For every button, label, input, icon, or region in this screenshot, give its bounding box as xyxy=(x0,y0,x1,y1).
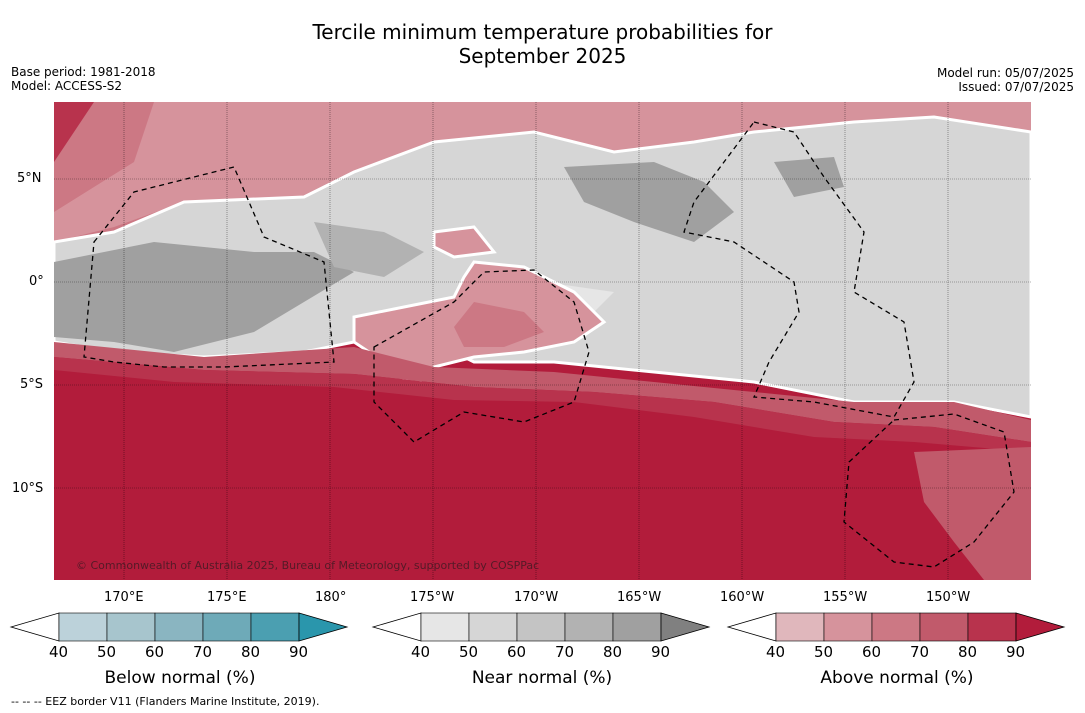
copyright-text: © Commonwealth of Australia 2025, Bureau… xyxy=(76,559,539,572)
colorbar-extend-high xyxy=(1015,612,1066,642)
issued-date: Issued: 07/07/2025 xyxy=(958,80,1074,94)
tick-near-50: 50 xyxy=(459,643,479,661)
base-period: Base period: 1981-2018 xyxy=(11,65,156,79)
tick-near-60: 60 xyxy=(507,643,527,661)
lon-label-160w: 160°W xyxy=(720,590,765,605)
tick-above-60: 60 xyxy=(862,643,882,661)
colorbar-extend-high xyxy=(660,612,711,642)
above-normal-south-band-80 xyxy=(54,357,1031,452)
above-normal-se-70 xyxy=(914,447,1031,580)
meta-right: Model run: 05/07/2025 Issued: 07/07/2025 xyxy=(937,66,1074,94)
lon-label-170e: 170°E xyxy=(104,590,144,605)
colorbar-label-above: Above normal (%) xyxy=(820,668,974,688)
colorbar-segment xyxy=(154,612,204,642)
ticks-below: 40 50 60 70 80 90 xyxy=(11,643,349,663)
colorbar-segment xyxy=(468,612,518,642)
lat-label-10s: 10°S xyxy=(12,481,44,496)
tick-near-90: 90 xyxy=(651,643,671,661)
tick-near-80: 80 xyxy=(603,643,623,661)
colorbar-segment xyxy=(967,612,1017,642)
colorbar-below-segments xyxy=(9,612,349,642)
eez-borders xyxy=(83,121,1015,568)
lon-label-175e: 175°E xyxy=(207,590,247,605)
near-normal-west-80 xyxy=(54,242,354,352)
colorbar-segment xyxy=(564,612,614,642)
near-normal-region xyxy=(54,115,1031,419)
colorbar-segment xyxy=(612,612,662,642)
eez-line-islands xyxy=(683,121,915,418)
lon-label-150w: 150°W xyxy=(926,590,971,605)
probability-map: © Commonwealth of Australia 2025, Bureau… xyxy=(54,102,1031,580)
colorbar-segment xyxy=(516,612,566,642)
colorbar-above-segments xyxy=(726,612,1066,642)
tick-below-90: 90 xyxy=(289,643,309,661)
colorbar-segment xyxy=(58,612,108,642)
colorbar-segment xyxy=(775,612,825,642)
colorbar-segment xyxy=(106,612,156,642)
tick-above-50: 50 xyxy=(814,643,834,661)
colorbar-segment xyxy=(919,612,969,642)
colorbar-near-normal xyxy=(371,612,711,642)
near-normal-patch-1 xyxy=(314,222,424,277)
colorbar-segment xyxy=(823,612,873,642)
ticks-above: 40 50 60 70 80 90 xyxy=(728,643,1066,663)
colorbar-extend-low xyxy=(9,612,60,642)
colorbar-label-near: Near normal (%) xyxy=(471,668,613,688)
tick-below-80: 80 xyxy=(241,643,261,661)
lon-label-155w: 155°W xyxy=(823,590,868,605)
lat-label-0: 0° xyxy=(29,274,44,289)
tick-above-70: 70 xyxy=(910,643,930,661)
above-normal-south-band-70 xyxy=(54,342,1031,442)
colorbar-segment xyxy=(202,612,252,642)
tick-near-40: 40 xyxy=(411,643,431,661)
title-line-1: Tercile minimum temperature probabilitie… xyxy=(312,20,773,44)
colorbar-below-normal xyxy=(9,612,349,642)
tick-above-40: 40 xyxy=(766,643,786,661)
tick-above-90: 90 xyxy=(1006,643,1026,661)
colorbar-near-segments xyxy=(371,612,711,642)
map-title: Tercile minimum temperature probabilitie… xyxy=(0,20,1085,68)
colorbar-segment xyxy=(420,612,470,642)
tick-below-40: 40 xyxy=(49,643,69,661)
colorbar-segment xyxy=(250,612,300,642)
lon-label-175w: 175°W xyxy=(410,590,455,605)
colorbar-extend-low xyxy=(371,612,422,642)
title-line-2: September 2025 xyxy=(458,44,627,68)
meta-left: Base period: 1981-2018 Model: ACCESS-S2 xyxy=(11,65,156,93)
eez-kiribati-gilbert xyxy=(83,166,335,368)
model-run: Model run: 05/07/2025 xyxy=(936,66,1074,80)
colorbar-segment xyxy=(871,612,921,642)
colorbar-extend-low xyxy=(726,612,777,642)
eez-footnote: -- -- -- EEZ border V11 (Flanders Marine… xyxy=(11,695,320,708)
near-normal-patch-2 xyxy=(774,157,844,197)
tick-near-70: 70 xyxy=(555,643,575,661)
colorbar-extend-high xyxy=(298,612,349,642)
model-name: Model: ACCESS-S2 xyxy=(11,79,123,93)
tick-above-80: 80 xyxy=(958,643,978,661)
above-normal-central-70 xyxy=(454,302,544,347)
near-normal-central-80 xyxy=(564,162,734,242)
lon-label-180: 180° xyxy=(315,590,347,605)
lon-label-165w: 165°W xyxy=(617,590,662,605)
eez-phoenix xyxy=(373,269,590,443)
tick-below-50: 50 xyxy=(97,643,117,661)
graticule xyxy=(54,102,1031,580)
tick-below-70: 70 xyxy=(193,643,213,661)
lat-label-5s: 5°S xyxy=(20,377,44,392)
colorbar-label-below: Below normal (%) xyxy=(104,668,256,688)
lat-label-5n: 5°N xyxy=(17,171,42,186)
above-normal-small-patch xyxy=(432,225,497,259)
lon-label-170w: 170°W xyxy=(514,590,559,605)
eez-south xyxy=(843,413,1015,568)
tick-below-60: 60 xyxy=(145,643,165,661)
ticks-near: 40 50 60 70 80 90 xyxy=(373,643,711,663)
colorbar-above-normal xyxy=(726,612,1066,642)
